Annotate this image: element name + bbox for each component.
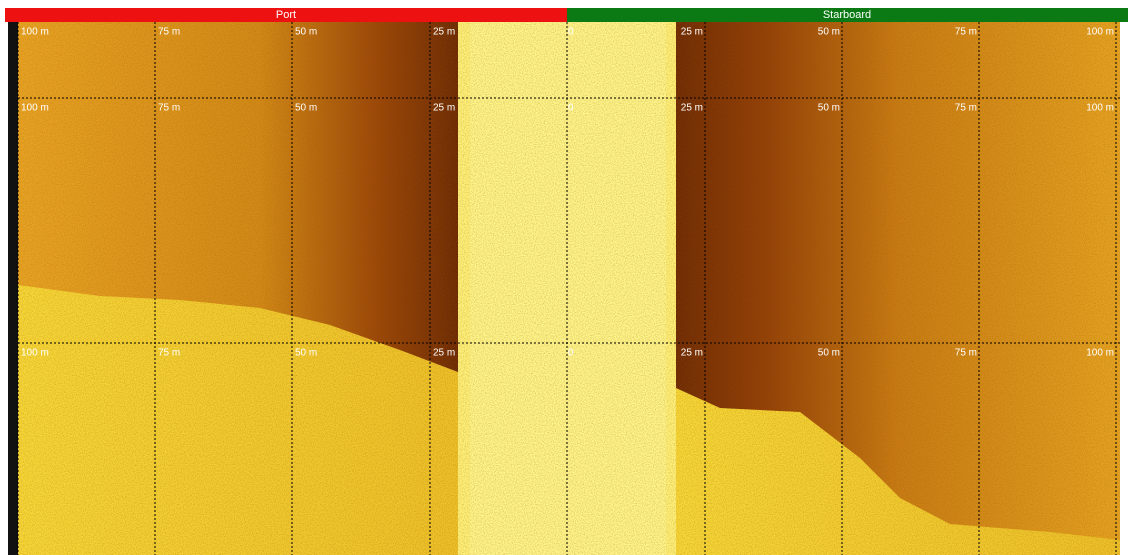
starboard-label: Starboard [823, 9, 871, 21]
range-label: 100 m [1086, 348, 1114, 359]
range-label: 25 m [681, 27, 703, 38]
range-grid: 100 m 75 m 50 m 25 m 0 25 m 50 m 75 m 100 m 100 m… [17, 22, 1120, 555]
range-label: 75 m [955, 103, 977, 114]
range-label: 75 m [158, 103, 180, 114]
range-label: 50 m [818, 27, 840, 38]
range-label: 100 m [1086, 27, 1114, 38]
range-label: 50 m [818, 103, 840, 114]
range-label: 75 m [158, 27, 180, 38]
range-label: 100 m [21, 103, 49, 114]
starboard-bar [567, 8, 1128, 22]
port-label: Port [276, 9, 296, 21]
range-label: 50 m [295, 348, 317, 359]
range-label: 75 m [158, 348, 180, 359]
range-label: 0 [568, 103, 574, 114]
range-label: 25 m [681, 348, 703, 359]
range-label: 25 m [433, 103, 455, 114]
sonar-image [8, 22, 1120, 555]
range-label: 0 [568, 27, 574, 38]
range-label: 100 m [1086, 103, 1114, 114]
range-label: 25 m [681, 103, 703, 114]
range-label: 100 m [21, 348, 49, 359]
range-label: 100 m [21, 27, 49, 38]
range-label: 75 m [955, 27, 977, 38]
port-bar [5, 8, 567, 22]
range-label: 0 [568, 348, 574, 359]
range-label: 50 m [818, 348, 840, 359]
range-label: 50 m [295, 27, 317, 38]
range-label: 25 m [433, 27, 455, 38]
range-label: 25 m [433, 348, 455, 359]
range-label: 75 m [955, 348, 977, 359]
range-label: 50 m [295, 103, 317, 114]
